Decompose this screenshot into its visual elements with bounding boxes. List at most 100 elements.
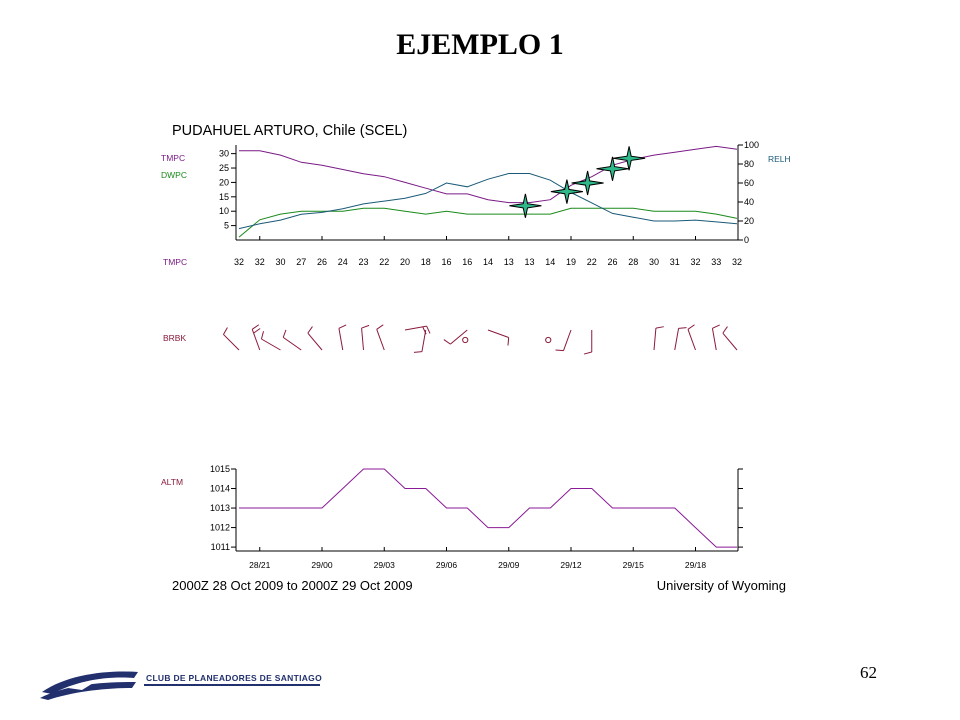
tmpc-row-value: 27 bbox=[296, 257, 306, 267]
temp-right-tick-label: 40 bbox=[744, 197, 754, 207]
wind-barb bbox=[361, 324, 370, 351]
x-tick-label: 28/21 bbox=[249, 560, 271, 570]
wind-barb bbox=[711, 324, 720, 351]
calm-wind-marker bbox=[462, 336, 469, 344]
wind-barb-staff bbox=[223, 334, 240, 351]
series-tmpc-line bbox=[239, 145, 738, 204]
wind-barb-staff bbox=[307, 332, 323, 351]
wind-barb bbox=[674, 327, 687, 351]
star-marker bbox=[571, 170, 604, 196]
wind-barb-staff bbox=[674, 328, 680, 351]
wind-barb-staff bbox=[282, 336, 302, 351]
tmpc-row-value: 24 bbox=[338, 257, 348, 267]
wind-barb bbox=[443, 329, 468, 345]
tmpc-row-value: 30 bbox=[649, 257, 659, 267]
altm-tick-label: 1015 bbox=[210, 464, 230, 474]
club-logo-icon bbox=[40, 671, 138, 700]
tmpc-row-value: 22 bbox=[379, 257, 389, 267]
wind-barb-feather bbox=[655, 326, 664, 329]
logo-underline bbox=[144, 684, 320, 686]
x-tick-label: 29/15 bbox=[623, 560, 645, 570]
wind-barb bbox=[338, 324, 347, 351]
wind-barb-feather bbox=[376, 324, 384, 330]
star-marker bbox=[509, 193, 542, 218]
series-dwpc-line bbox=[238, 207, 738, 238]
star-marker bbox=[613, 146, 646, 171]
tmpc-row-label: TMPC bbox=[163, 257, 187, 267]
tmpc-row-value: 16 bbox=[462, 257, 472, 267]
wind-barb-feather bbox=[678, 327, 687, 329]
altm-tick-label: 1012 bbox=[210, 523, 230, 533]
dwpc-legend: DWPC bbox=[161, 170, 187, 180]
temp-left-tick-label: 10 bbox=[219, 206, 229, 216]
tmpc-row-value: 32 bbox=[234, 257, 244, 267]
wind-barb bbox=[413, 329, 427, 353]
tmpc-row-value: 14 bbox=[483, 257, 493, 267]
temp-right-tick-label: 80 bbox=[744, 159, 754, 169]
wind-barb-feather bbox=[338, 324, 347, 329]
wind-barb-staff bbox=[421, 329, 427, 352]
wind-barb-feather bbox=[722, 326, 728, 334]
tmpc-row-value: 19 bbox=[566, 257, 576, 267]
temp-right-tick-label: 100 bbox=[744, 140, 759, 150]
calm-wind-marker bbox=[545, 336, 552, 344]
wind-barb bbox=[404, 325, 431, 335]
wind-barb-feather bbox=[507, 337, 510, 346]
wind-barb bbox=[722, 326, 738, 351]
altm-tick-label: 1013 bbox=[210, 503, 230, 513]
tmpc-row-value: 16 bbox=[441, 257, 451, 267]
wind-barb bbox=[251, 324, 261, 351]
tmpc-row-value: 22 bbox=[587, 257, 597, 267]
wind-barb-staff bbox=[251, 329, 261, 351]
wind-barb-feather bbox=[426, 325, 431, 334]
wind-barb-feather bbox=[223, 327, 228, 335]
series-relh-line bbox=[238, 173, 738, 230]
star-marker bbox=[596, 156, 629, 181]
temp-right-tick-label: 60 bbox=[744, 178, 754, 188]
tmpc-row-value: 31 bbox=[670, 257, 680, 267]
x-tick-label: 29/00 bbox=[311, 560, 333, 570]
wind-barb-staff bbox=[450, 329, 468, 345]
tmpc-row-value: 32 bbox=[690, 257, 700, 267]
temp-left-tick-label: 25 bbox=[219, 163, 229, 173]
wind-barb bbox=[223, 327, 240, 351]
wind-barb-feather bbox=[251, 324, 260, 330]
wind-barb-feather bbox=[361, 324, 370, 329]
altm-tick-label: 1014 bbox=[210, 484, 230, 494]
tmpc-row-value: 30 bbox=[275, 257, 285, 267]
wind-barb bbox=[376, 324, 385, 351]
wind-barb bbox=[282, 329, 302, 351]
tmpc-row-value: 13 bbox=[524, 257, 534, 267]
wind-barb-staff bbox=[261, 338, 281, 351]
tmpc-row-value: 20 bbox=[400, 257, 410, 267]
wind-barb-staff bbox=[338, 328, 344, 351]
chart-footer-left: 2000Z 28 Oct 2009 to 2000Z 29 Oct 2009 bbox=[172, 578, 413, 593]
tmpc-row-value: 28 bbox=[628, 257, 638, 267]
wind-barb-feather bbox=[282, 329, 287, 338]
wind-barb bbox=[687, 324, 696, 351]
tmpc-row-value: 18 bbox=[421, 257, 431, 267]
tmpc-row-value: 33 bbox=[711, 257, 721, 267]
wind-barb-staff bbox=[711, 328, 717, 351]
wind-barb-feather bbox=[307, 326, 313, 334]
wind-barb bbox=[555, 329, 572, 352]
wind-barb-staff bbox=[361, 328, 364, 351]
wind-barb-feather bbox=[413, 351, 422, 353]
wind-barb bbox=[260, 331, 281, 351]
x-tick-label: 29/06 bbox=[436, 560, 458, 570]
wind-barb bbox=[653, 326, 664, 351]
temp-right-tick-label: 20 bbox=[744, 216, 754, 226]
tmpc-legend: TMPC bbox=[161, 153, 185, 163]
page-number: 62 bbox=[860, 663, 877, 682]
temp-left-tick-label: 5 bbox=[224, 221, 229, 231]
wind-barb-feather bbox=[712, 324, 720, 329]
tmpc-row-value: 26 bbox=[317, 257, 327, 267]
wind-barb-staff bbox=[722, 332, 738, 351]
wind-barb bbox=[487, 329, 510, 346]
wind-barb-feather bbox=[260, 331, 265, 340]
tmpc-row-value: 26 bbox=[607, 257, 617, 267]
chart-title: PUDAHUEL ARTURO, Chile (SCEL) bbox=[172, 123, 407, 139]
slide-title: EJEMPLO 1 bbox=[396, 28, 564, 61]
wind-barb-staff bbox=[563, 329, 572, 351]
